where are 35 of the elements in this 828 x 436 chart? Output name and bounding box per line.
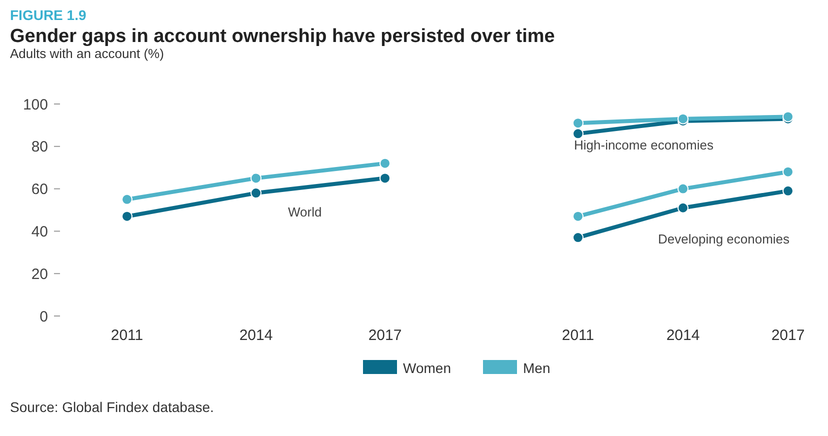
x-tick-label: 2017: [368, 327, 402, 344]
legend-label: Men: [523, 360, 550, 376]
annotation: High-income economies: [574, 138, 714, 153]
annotation: Developing economies: [658, 232, 790, 247]
caption: FIGURE 1.9: [10, 7, 86, 23]
y-tick-label: 60: [31, 181, 48, 198]
y-tick-label: 0: [40, 308, 48, 326]
point: [122, 194, 132, 205]
point: [572, 118, 584, 129]
point: [572, 232, 584, 244]
y-tick-label: 20: [31, 266, 48, 283]
y-tick-label: 40: [31, 223, 48, 240]
x-tick-label: 2014: [666, 327, 700, 344]
point: [572, 128, 584, 140]
point: [380, 172, 390, 184]
point: [572, 210, 584, 222]
point: [250, 172, 262, 184]
x-tick-label: 2011: [110, 327, 144, 344]
y-axis-title: Adults with an account (%): [10, 46, 164, 61]
y-tick-label: 100: [22, 96, 48, 114]
point: [122, 210, 132, 222]
source-note: Source: Global Findex database.: [10, 399, 214, 415]
point: [678, 202, 688, 214]
x-tick-label: 2017: [771, 327, 805, 344]
y-tick-label: 80: [31, 138, 48, 156]
point: [782, 166, 794, 178]
point: [782, 185, 794, 196]
point: [678, 183, 688, 194]
annotation: World: [288, 204, 322, 220]
point: [380, 158, 390, 169]
x-tick-label: 2011: [562, 327, 594, 344]
x-tick-label: 2014: [239, 327, 273, 344]
legend-label: Women: [403, 360, 451, 376]
point: [250, 188, 262, 199]
chart-title: Gender gaps in account ownership have persisted over time: [10, 26, 555, 47]
